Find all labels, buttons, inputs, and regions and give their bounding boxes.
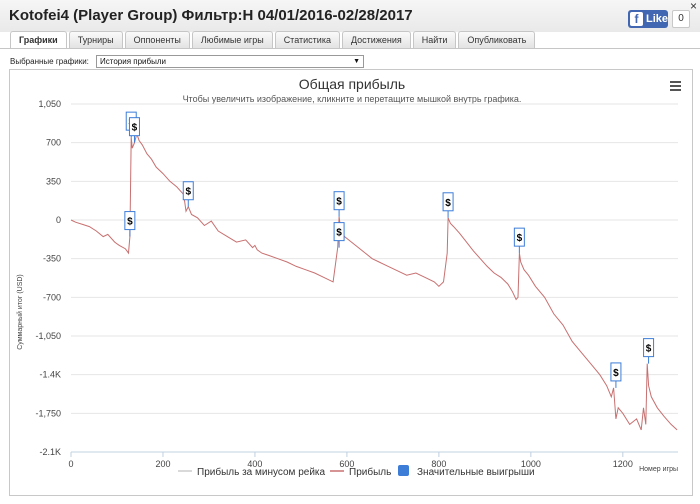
- y-tick-label: 0: [56, 215, 61, 225]
- series-line-profit[interactable]: [70, 132, 678, 431]
- big-win-flag[interactable]: $: [128, 117, 140, 143]
- chart-selector-label: Выбранные графики:: [10, 57, 89, 66]
- y-tick-label: -700: [43, 292, 61, 302]
- y-tick-label: 700: [46, 138, 61, 148]
- flag-label: $: [646, 344, 652, 355]
- x-tick-label: 0: [68, 459, 73, 469]
- tab-bar: Графики Турниры Оппоненты Любимые игры С…: [10, 31, 537, 49]
- x-axis-title: Номер игры: [639, 466, 678, 473]
- x-tick-label: 1200: [613, 459, 633, 469]
- y-tick-label: -1,750: [35, 408, 61, 418]
- legend-item-big-wins[interactable]: Значительные выигрыши: [398, 465, 535, 478]
- chart-selector[interactable]: История прибыли ▼: [96, 55, 364, 68]
- x-tick-label: 1000: [521, 459, 541, 469]
- flag-label: $: [517, 233, 523, 244]
- flag-label: $: [613, 368, 619, 379]
- legend-item-profit[interactable]: Прибыль: [330, 466, 391, 478]
- tab-find[interactable]: Найти: [412, 31, 457, 48]
- legend-label: Прибыль за минусом рейка: [197, 466, 326, 478]
- chart-selector-value: История прибыли: [100, 57, 166, 66]
- x-tick-label: 800: [431, 459, 446, 469]
- big-win-flag[interactable]: $: [442, 192, 454, 218]
- legend-item-net-profit[interactable]: Прибыль за минусом рейка: [178, 466, 326, 478]
- tab-tournaments[interactable]: Турниры: [68, 31, 123, 48]
- window-titlebar: Kotofei4 (Player Group) Фильтр:H 04/01/2…: [0, 0, 700, 32]
- profit-chart[interactable]: Общая прибыль Чтобы увеличить изображени…: [10, 70, 694, 497]
- dropdown-arrow-icon: ▼: [353, 58, 360, 65]
- tab-achievements[interactable]: Достижения: [341, 31, 411, 48]
- big-win-flag[interactable]: $: [333, 191, 345, 217]
- close-icon[interactable]: ×: [690, 0, 698, 13]
- window-title: Kotofei4 (Player Group) Фильтр:H 04/01/2…: [9, 7, 413, 24]
- y-axis-title: Суммарный итог (USD): [16, 274, 24, 350]
- big-win-flag[interactable]: $: [610, 362, 622, 388]
- big-win-flag[interactable]: $: [182, 181, 194, 207]
- chart-frame: Общая прибыль Чтобы увеличить изображени…: [9, 69, 693, 496]
- big-win-flag[interactable]: $: [513, 227, 525, 254]
- flag-label: $: [336, 197, 342, 208]
- facebook-icon: f: [630, 12, 643, 26]
- like-label: Like: [645, 13, 668, 25]
- y-tick-label: -2.1K: [39, 447, 61, 457]
- hamburger-icon: [670, 81, 681, 83]
- x-tick-label: 200: [155, 459, 170, 469]
- y-tick-label: -350: [43, 254, 61, 264]
- x-tick-label: 600: [339, 459, 354, 469]
- big-win-flag[interactable]: $: [333, 222, 345, 248]
- y-tick-label: 1,050: [38, 99, 61, 109]
- chart-menu-button[interactable]: [668, 79, 682, 93]
- tab-statistics[interactable]: Статистика: [274, 31, 340, 48]
- legend-label: Прибыль: [349, 466, 391, 478]
- big-win-flag[interactable]: $: [124, 211, 136, 237]
- chart-title: Общая прибыль: [299, 76, 405, 92]
- facebook-like-button[interactable]: f Like: [628, 10, 668, 28]
- tab-opponents[interactable]: Оппоненты: [124, 31, 190, 48]
- chart-subtitle: Чтобы увеличить изображение, кликните и …: [183, 94, 522, 104]
- flag-label: $: [132, 123, 138, 134]
- flag-label: $: [445, 198, 451, 209]
- y-tick-label: 350: [46, 176, 61, 186]
- x-tick-label: 400: [247, 459, 262, 469]
- flag-label: $: [336, 228, 342, 239]
- y-tick-label: -1.4K: [39, 370, 61, 380]
- legend-label: Значительные выигрыши: [417, 467, 535, 478]
- tab-favorite-games[interactable]: Любимые игры: [191, 31, 273, 48]
- tab-publish[interactable]: Опубликовать: [458, 31, 536, 48]
- big-win-flag[interactable]: $: [643, 338, 655, 364]
- flag-label: $: [185, 187, 191, 198]
- like-count: 0: [672, 10, 690, 28]
- tab-divider: [0, 48, 700, 49]
- flag-label: $: [127, 217, 133, 228]
- y-tick-label: -1,050: [35, 331, 61, 341]
- tab-charts[interactable]: Графики: [10, 31, 67, 49]
